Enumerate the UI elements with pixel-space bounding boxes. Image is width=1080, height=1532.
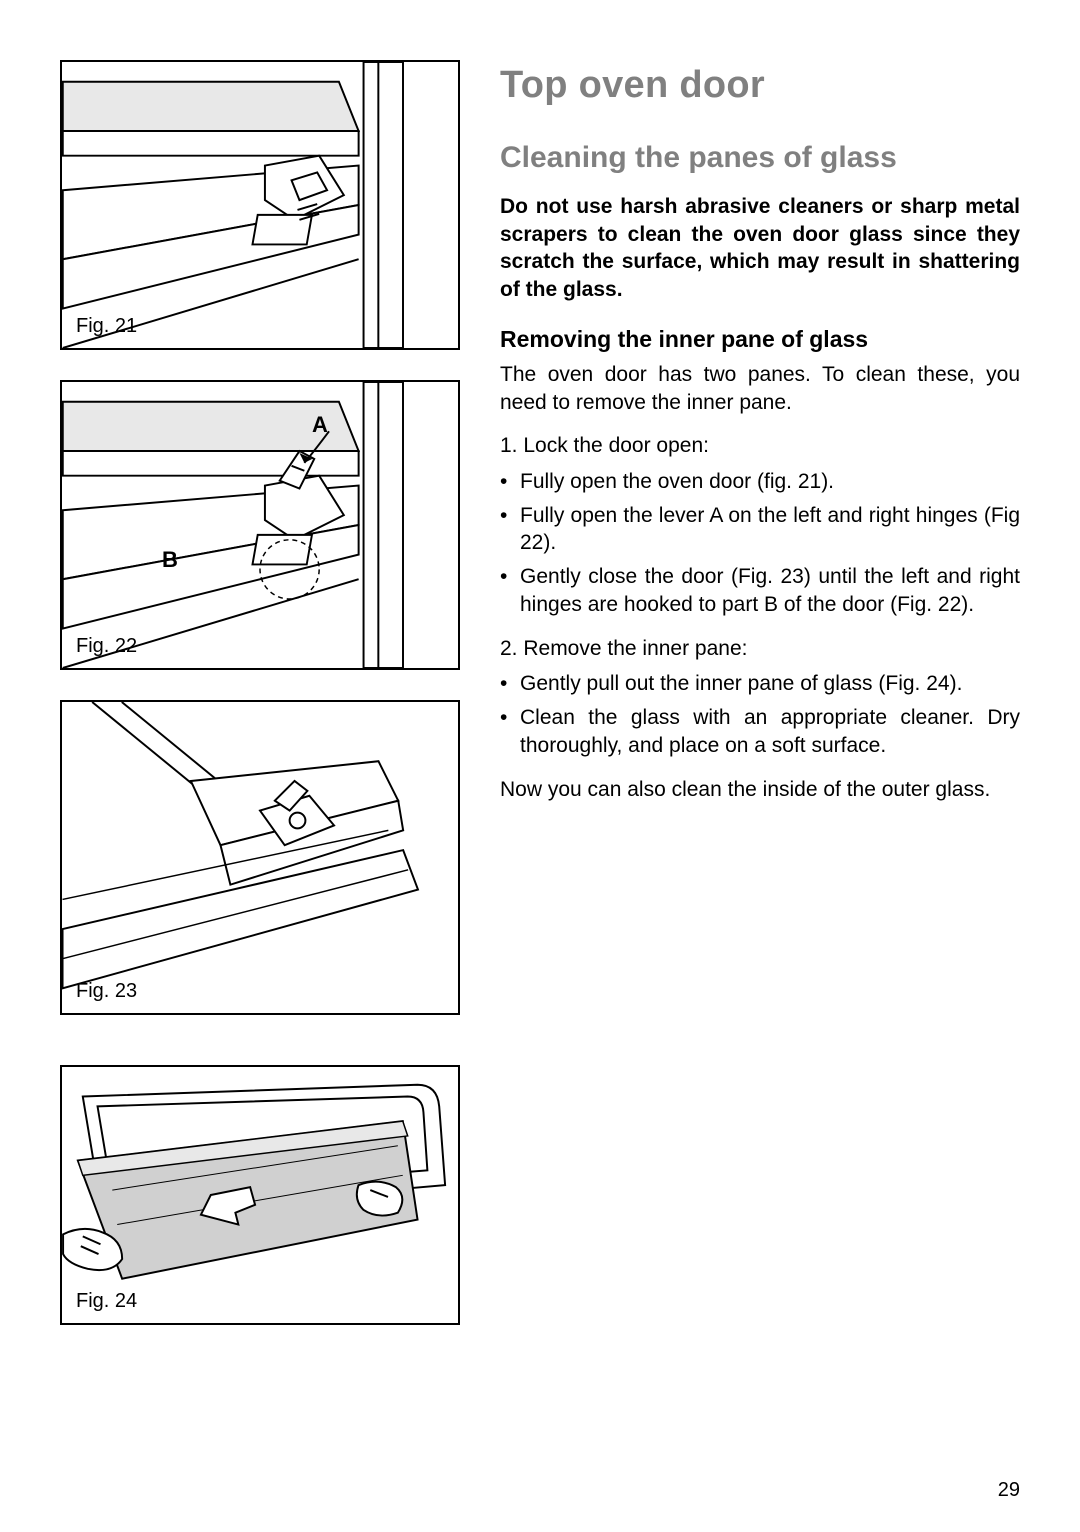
list-item: Fully open the lever A on the left and r…: [500, 502, 1020, 557]
list-item: Gently pull out the inner pane of glass …: [500, 670, 1020, 698]
text-column: Top oven door Cleaning the panes of glas…: [500, 60, 1020, 1492]
intro-paragraph: The oven door has two panes. To clean th…: [500, 361, 1020, 416]
list-item: Gently close the door (Fig. 23) until th…: [500, 563, 1020, 618]
step-1-title: 1. Lock the door open:: [500, 432, 1020, 460]
list-item: Clean the glass with an appropriate clea…: [500, 704, 1020, 759]
figure-22-caption: Fig. 22: [76, 635, 137, 658]
figure-22: A B Fig. 22: [60, 380, 460, 670]
closing-paragraph: Now you can also clean the inside of the…: [500, 776, 1020, 804]
subsection-heading: Removing the inner pane of glass: [500, 326, 1020, 353]
figure-21-caption: Fig. 21: [76, 315, 137, 338]
step-1-bullets: Fully open the oven door (fig. 21). Full…: [500, 468, 1020, 619]
warning-text: Do not use harsh abrasive cleaners or sh…: [500, 193, 1020, 304]
page-title: Top oven door: [500, 64, 1020, 107]
list-item: Fully open the oven door (fig. 21).: [500, 468, 1020, 496]
figure-23: Fig. 23: [60, 700, 460, 1015]
step-2-bullets: Gently pull out the inner pane of glass …: [500, 670, 1020, 759]
step-2-title: 2. Remove the inner pane:: [500, 635, 1020, 663]
figure-21: Fig. 21: [60, 60, 460, 350]
section-subtitle: Cleaning the panes of glass: [500, 141, 1020, 175]
figure-24: Fig. 24: [60, 1065, 460, 1325]
figures-column: Fig. 21: [60, 60, 460, 1492]
figure-24-caption: Fig. 24: [76, 1290, 137, 1313]
page: Fig. 21: [0, 0, 1080, 1532]
page-number: 29: [998, 1479, 1020, 1502]
figure-22-label-a: A: [312, 412, 328, 438]
figure-23-caption: Fig. 23: [76, 980, 137, 1003]
figure-22-label-b: B: [162, 547, 178, 573]
